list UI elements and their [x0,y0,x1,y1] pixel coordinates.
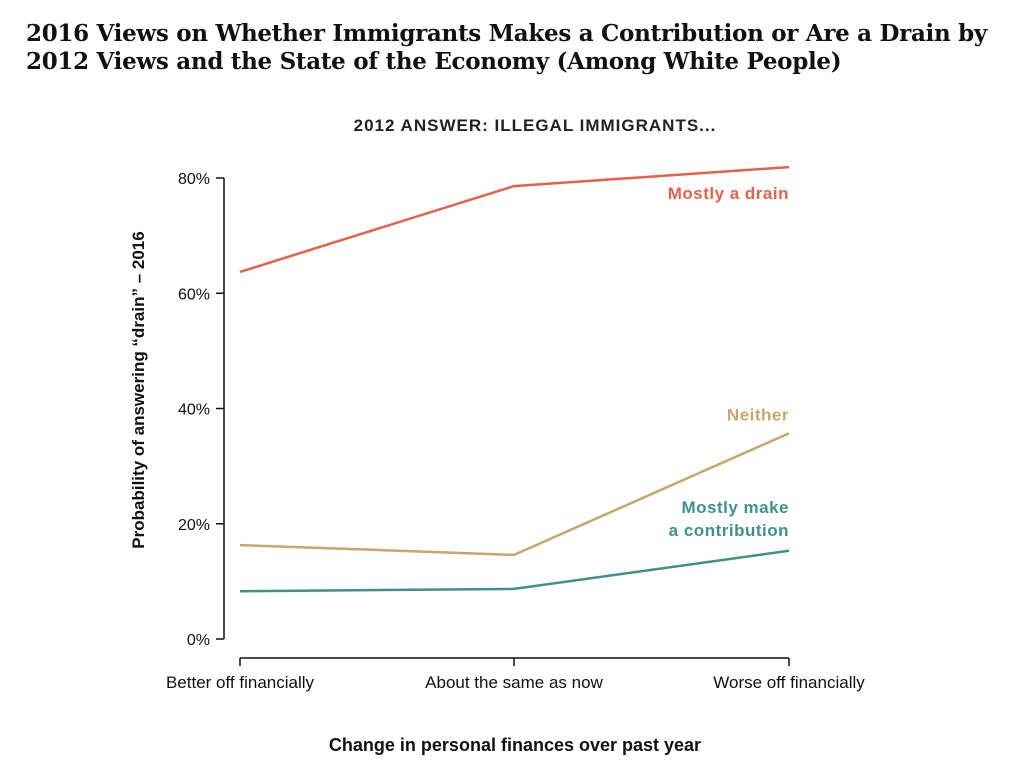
series-label: Neither [727,405,789,424]
x-tick-label: About the same as now [425,673,603,692]
series-lines [239,165,790,593]
y-tick-label: 80% [178,171,210,188]
y-tick-label: 0% [187,632,210,649]
series-label: Mostly make [681,498,789,517]
chart-title-line-2: 2012 Views and the State of the Economy … [26,48,842,75]
chart-subtitle: 2012 ANSWER: ILLEGAL IMMIGRANTS... [354,116,717,135]
x-tick-label: Better off financially [166,673,315,692]
y-tick-label: 60% [178,286,210,303]
series-line-mostly-make-a-contribution [239,549,790,593]
chart-title-line-1: 2016 Views on Whether Immigrants Makes a… [26,20,987,47]
series-line-mostly-a-drain [239,165,790,274]
x-axis-title: Change in personal finances over past ye… [329,735,701,755]
y-tick-label: 40% [178,402,210,419]
series-label: a contribution [669,521,789,540]
x-tick-label: Worse off financially [713,673,865,692]
chart-title: 2016 Views on Whether Immigrants Makes a… [26,20,1006,76]
y-tick-label: 20% [178,517,210,534]
series-labels: Mostly a drain Neither Mostly make a contri… [668,184,789,540]
axes: 0% 20% 40% 60% 80% Better off financially Abou… [166,171,865,692]
y-axis-title: Probability of answering “drain” – 2016 [129,231,148,548]
series-label: Mostly a drain [668,184,789,203]
